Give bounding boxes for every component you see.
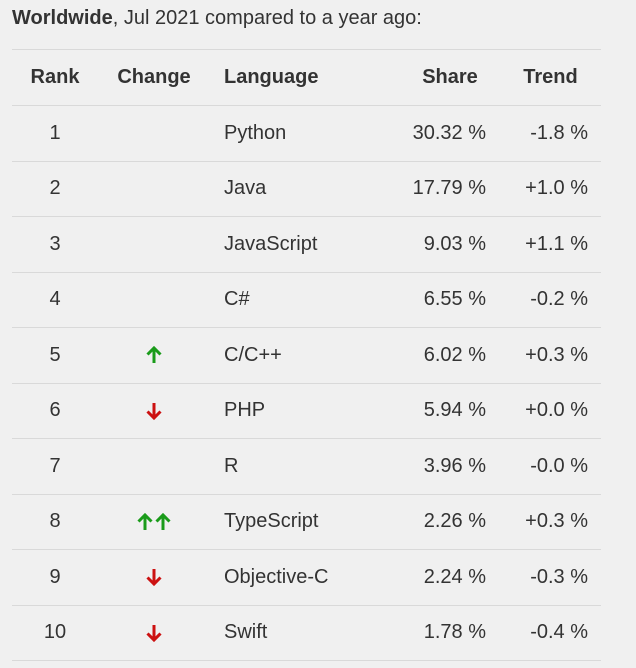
rank-cell: 9 — [49, 565, 61, 588]
language-cell: C/C++ — [224, 343, 282, 366]
rank-cell: 8 — [49, 510, 61, 533]
arrow-down-icon — [145, 567, 163, 587]
trend-cell: +0.3 % — [525, 510, 588, 533]
arrow-up-icon — [145, 345, 163, 365]
rank-cell: 3 — [49, 232, 61, 255]
change-cell — [98, 106, 210, 162]
change-cell — [98, 383, 210, 439]
caption-region: Worldwide — [12, 7, 113, 29]
table-row: 10 Swift 1.78 % -0.4 % — [12, 605, 601, 661]
rank-cell: 2 — [49, 177, 61, 200]
change-cell — [98, 217, 210, 273]
trend-cell: +1.1 % — [525, 232, 588, 255]
language-cell: PHP — [224, 399, 266, 422]
trend-cell: -0.4 % — [530, 621, 588, 644]
table-row: 5 C/C++ 6.02 % +0.3 % — [12, 327, 601, 384]
header-language: Language — [224, 66, 319, 88]
language-cell: C# — [224, 288, 250, 311]
language-ranking-table: Rank Change Language Share Trend 1 Python… — [12, 49, 601, 661]
table-row: 7 R 3.96 % -0.0 % — [12, 438, 601, 495]
table-row: 4 C# 6.55 % -0.2 % — [12, 272, 601, 328]
share-cell: 1.78 % — [423, 621, 486, 644]
language-cell: TypeScript — [224, 510, 319, 533]
share-cell: 5.94 % — [423, 399, 486, 422]
table-row: 3 JavaScript 9.03 % +1.1 % — [12, 216, 601, 273]
table-header-row: Rank Change Language Share Trend — [12, 49, 601, 106]
change-cell — [98, 328, 210, 384]
trend-cell: -0.0 % — [530, 454, 588, 477]
share-cell: 17.79 % — [412, 177, 486, 200]
arrow-up-icon — [136, 512, 154, 532]
table-caption: Worldwide, Jul 2021 compared to a year a… — [12, 7, 422, 30]
share-cell: 30.32 % — [412, 121, 486, 144]
trend-cell: +0.0 % — [525, 399, 588, 422]
share-cell: 2.26 % — [423, 510, 486, 533]
share-cell: 6.02 % — [423, 343, 486, 366]
table-row: 2 Java 17.79 % +1.0 % — [12, 161, 601, 217]
header-rank: Rank — [30, 66, 80, 88]
trend-cell: -1.8 % — [530, 121, 588, 144]
header-change: Change — [117, 66, 191, 88]
table-row: 6 PHP 5.94 % +0.0 % — [12, 383, 601, 439]
table-row: 9 Objective-C 2.24 % -0.3 % — [12, 549, 601, 606]
change-cell — [98, 494, 210, 550]
change-cell — [98, 605, 210, 661]
trend-cell: +1.0 % — [525, 177, 588, 200]
language-cell: R — [224, 454, 239, 477]
share-cell: 6.55 % — [423, 288, 486, 311]
language-cell: JavaScript — [224, 232, 318, 255]
rank-cell: 1 — [49, 121, 61, 144]
caption-period: , Jul 2021 compared to a year ago: — [112, 7, 422, 29]
arrow-up-icon — [154, 512, 172, 532]
arrow-down-icon — [145, 623, 163, 643]
trend-cell: -0.3 % — [530, 565, 588, 588]
rank-cell: 5 — [49, 343, 61, 366]
rank-cell: 6 — [49, 399, 61, 422]
language-cell: Java — [224, 177, 267, 200]
trend-cell: -0.2 % — [530, 288, 588, 311]
trend-cell: +0.3 % — [525, 343, 588, 366]
change-cell — [98, 161, 210, 217]
language-cell: Python — [224, 121, 287, 144]
language-cell: Objective-C — [224, 565, 329, 588]
table-body: 1 Python 30.32 % -1.8 % 2 Java 17.79 % +1.0 % 3 J… — [12, 105, 601, 661]
change-cell — [98, 550, 210, 606]
change-cell — [98, 439, 210, 495]
rank-cell: 7 — [49, 454, 61, 477]
rank-cell: 10 — [43, 621, 67, 644]
share-cell: 2.24 % — [423, 565, 486, 588]
header-share: Share — [422, 66, 478, 88]
header-trend: Trend — [523, 66, 578, 88]
table-row: 1 Python 30.32 % -1.8 % — [12, 105, 601, 162]
language-cell: Swift — [224, 621, 268, 644]
table-row: 8 TypeScript 2.26 % +0.3 % — [12, 494, 601, 550]
arrow-down-icon — [145, 401, 163, 421]
change-cell — [98, 272, 210, 328]
share-cell: 3.96 % — [423, 454, 486, 477]
share-cell: 9.03 % — [423, 232, 486, 255]
rank-cell: 4 — [49, 288, 61, 311]
